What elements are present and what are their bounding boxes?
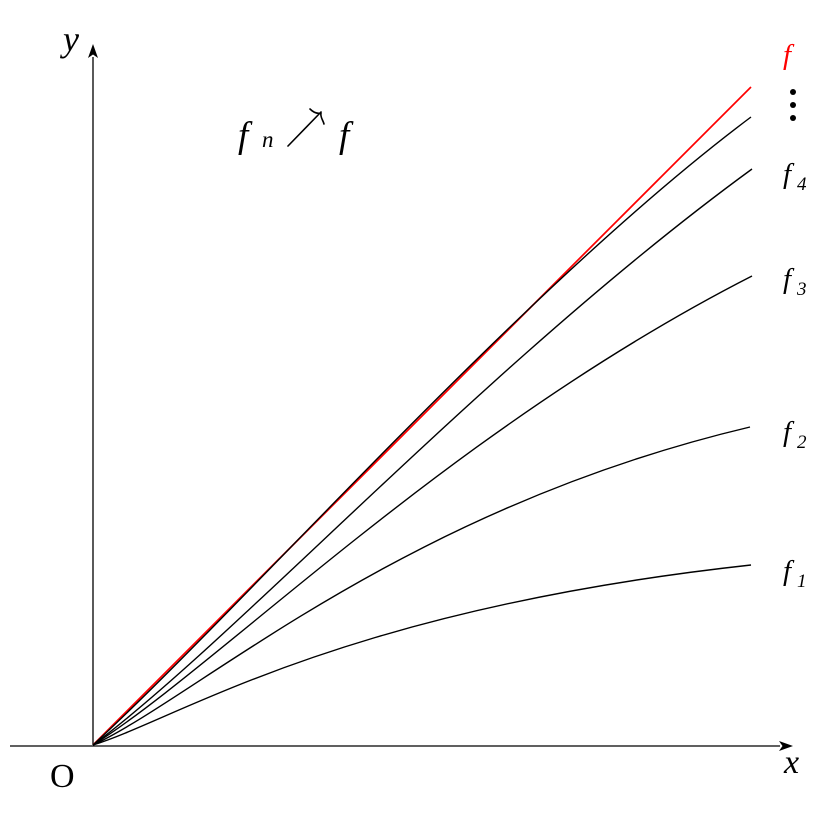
svg-text:f: f bbox=[238, 115, 253, 156]
svg-text:n: n bbox=[262, 127, 274, 152]
svg-text:O: O bbox=[50, 758, 75, 795]
svg-text:f: f bbox=[339, 115, 354, 156]
svg-text:x: x bbox=[783, 744, 799, 781]
svg-text:4: 4 bbox=[797, 174, 807, 195]
svg-text:f: f bbox=[783, 39, 795, 71]
svg-text:1: 1 bbox=[797, 571, 807, 592]
svg-text:2: 2 bbox=[797, 432, 807, 453]
svg-text:f: f bbox=[783, 263, 795, 295]
svg-text:f: f bbox=[783, 555, 795, 587]
svg-text:f: f bbox=[783, 416, 795, 448]
svg-text:f: f bbox=[783, 158, 795, 190]
svg-text:y: y bbox=[60, 19, 79, 59]
svg-text:3: 3 bbox=[796, 279, 807, 300]
